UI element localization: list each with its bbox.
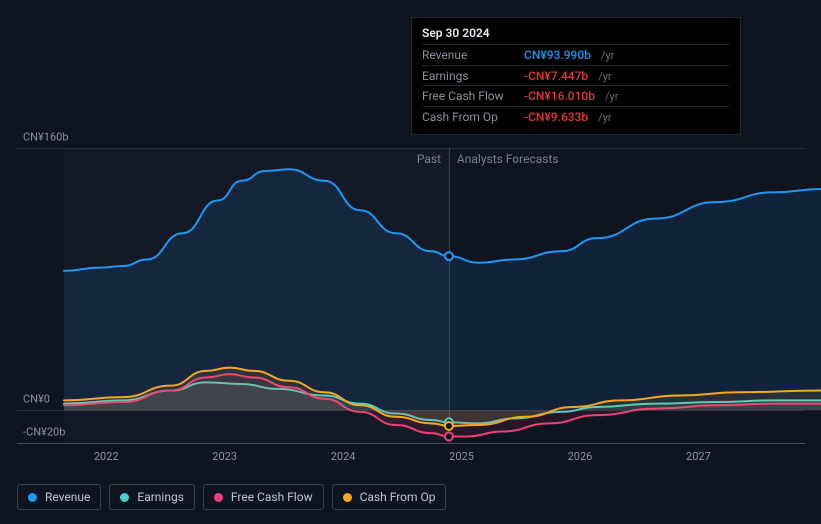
tooltip-row-label: Revenue [422, 46, 514, 64]
tooltip-row-suffix: /yr [598, 110, 611, 127]
tooltip-row: Free Cash Flow -CN¥16.010b/yr [422, 85, 730, 106]
tooltip-row-suffix: /yr [601, 48, 614, 65]
chart-legend: Revenue Earnings Free Cash Flow Cash From O… [17, 484, 446, 510]
legend-item[interactable]: Cash From Op [332, 484, 447, 510]
x-axis-tick: 2027 [686, 450, 711, 463]
tooltip-row: Cash From Op -CN¥9.633b/yr [422, 106, 730, 127]
tooltip-row-suffix: /yr [605, 89, 618, 106]
x-axis-tick: 2024 [331, 450, 356, 463]
y-axis-label: -CN¥20b [23, 426, 65, 439]
legend-swatch [214, 493, 223, 502]
tooltip-row-value: -CN¥9.633b [524, 108, 588, 126]
x-axis-tick: 2022 [94, 450, 119, 463]
legend-item[interactable]: Earnings [109, 484, 195, 510]
tooltip-row-label: Earnings [422, 67, 514, 85]
tooltip-row-value: -CN¥16.010b [524, 87, 595, 105]
legend-item[interactable]: Revenue [17, 484, 101, 510]
tooltip-row-label: Cash From Op [422, 108, 514, 126]
x-axis-ticks: 2022 2023 2024 2025 2026 2027 [47, 450, 805, 470]
tooltip-row-value: CN¥93.990b [524, 46, 591, 64]
tooltip-row-label: Free Cash Flow [422, 87, 514, 105]
legend-item[interactable]: Free Cash Flow [203, 484, 324, 510]
chart-bottom-border [17, 443, 805, 444]
tooltip-row-value: -CN¥7.447b [524, 67, 588, 85]
x-axis-tick: 2026 [568, 450, 593, 463]
legend-swatch [28, 493, 37, 502]
chart-plot-svg [64, 148, 821, 443]
x-axis-tick: 2025 [449, 450, 474, 463]
x-axis-tick: 2023 [212, 450, 237, 463]
y-axis-label: CN¥0 [23, 393, 50, 406]
chart-tooltip: Sep 30 2024 RevenueCN¥93.990b/yrEarnings… [411, 17, 741, 135]
tooltip-row: Earnings -CN¥7.447b/yr [422, 65, 730, 86]
legend-label: Cash From Op [360, 490, 436, 504]
legend-label: Revenue [45, 490, 90, 504]
y-axis-label: CN¥160b [23, 131, 69, 144]
legend-label: Earnings [137, 490, 184, 504]
legend-label: Free Cash Flow [231, 490, 313, 504]
tooltip-row-suffix: /yr [598, 69, 611, 86]
legend-swatch [120, 493, 129, 502]
tooltip-row: Revenue CN¥93.990b/yr [422, 44, 730, 65]
legend-swatch [343, 493, 352, 502]
tooltip-title: Sep 30 2024 [422, 26, 730, 40]
